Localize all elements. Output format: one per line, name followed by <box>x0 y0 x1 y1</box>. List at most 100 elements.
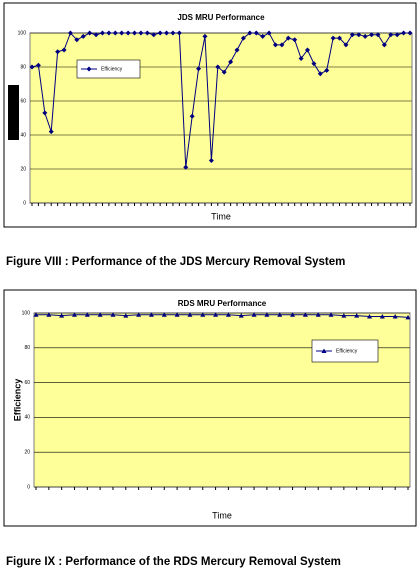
plot-area <box>29 32 413 204</box>
point <box>356 32 362 38</box>
point <box>392 313 398 319</box>
point <box>170 30 176 36</box>
point <box>119 30 125 36</box>
point <box>238 313 244 318</box>
point <box>29 64 35 70</box>
y-tick-label: 80 <box>24 345 30 351</box>
point <box>349 32 355 38</box>
x-axis-label: Time <box>211 211 231 221</box>
legend-label: Efficiency <box>336 348 358 354</box>
point <box>401 30 407 36</box>
point <box>264 312 270 317</box>
point <box>315 312 321 317</box>
caption: Figure VIII : Performance of the JDS Mer… <box>6 256 345 268</box>
point <box>189 113 195 119</box>
point <box>174 312 180 317</box>
point <box>337 35 343 41</box>
point <box>200 312 206 317</box>
caption: Figure IX : Performance of the RDS Mercu… <box>6 556 341 568</box>
series-line <box>36 314 409 318</box>
chart-title: JDS MRU Performance <box>177 13 265 22</box>
point <box>208 158 214 163</box>
point <box>279 42 285 48</box>
y-tick-label: 0 <box>23 200 26 206</box>
point <box>164 30 170 36</box>
point <box>132 30 138 36</box>
y-tick-label: 40 <box>24 415 30 421</box>
legend-label: Efficiency <box>101 66 123 72</box>
point <box>394 32 400 38</box>
point <box>343 42 349 48</box>
point <box>93 32 99 38</box>
y-tick-label: 40 <box>20 132 26 138</box>
point <box>183 164 189 170</box>
point <box>317 71 323 77</box>
point <box>354 313 360 318</box>
point <box>187 312 193 317</box>
point <box>277 312 283 317</box>
point <box>136 312 142 317</box>
point <box>330 35 336 41</box>
point <box>157 30 163 36</box>
point <box>215 64 221 70</box>
point <box>161 312 167 317</box>
chart-title: RDS MRU Performance <box>178 299 267 308</box>
plot-area <box>33 312 411 488</box>
point <box>55 49 61 55</box>
point <box>311 61 317 67</box>
point <box>151 32 157 38</box>
point <box>176 30 182 36</box>
point <box>240 35 246 41</box>
point <box>388 32 394 38</box>
x-axis-label: Time <box>212 510 232 520</box>
point <box>59 313 65 318</box>
point <box>144 30 150 36</box>
point <box>367 313 373 319</box>
point <box>228 59 234 65</box>
point <box>302 312 308 317</box>
point <box>80 33 86 39</box>
point <box>375 32 381 38</box>
point <box>99 30 105 36</box>
point <box>292 37 298 43</box>
point <box>123 313 129 318</box>
point <box>86 66 92 72</box>
point <box>328 312 334 317</box>
point <box>341 313 347 318</box>
legend <box>311 339 379 363</box>
point <box>61 47 67 53</box>
legend <box>76 59 141 79</box>
y-tick-label: 0 <box>27 484 30 490</box>
point <box>369 32 375 38</box>
point <box>74 37 80 43</box>
point <box>247 30 253 36</box>
point <box>260 33 266 39</box>
point <box>42 110 48 116</box>
point <box>272 42 278 48</box>
decoration <box>8 85 19 140</box>
y-axis-label: Efficiency <box>12 379 22 422</box>
point <box>112 30 118 36</box>
point <box>290 312 296 317</box>
y-tick-label: 20 <box>20 166 26 172</box>
point <box>251 312 257 317</box>
point <box>67 30 73 36</box>
point <box>298 56 304 61</box>
y-tick-label: 60 <box>20 98 26 104</box>
point <box>225 312 231 317</box>
point <box>48 129 54 135</box>
point <box>221 69 227 75</box>
point <box>125 30 131 36</box>
point <box>253 30 259 36</box>
point <box>87 30 93 36</box>
point <box>379 313 385 319</box>
point <box>71 312 77 317</box>
point <box>148 312 154 317</box>
point <box>304 47 310 53</box>
point <box>35 62 41 68</box>
y-tick-label: 60 <box>24 380 30 386</box>
point <box>324 67 330 73</box>
point <box>213 312 219 317</box>
y-tick-label: 20 <box>24 450 30 456</box>
